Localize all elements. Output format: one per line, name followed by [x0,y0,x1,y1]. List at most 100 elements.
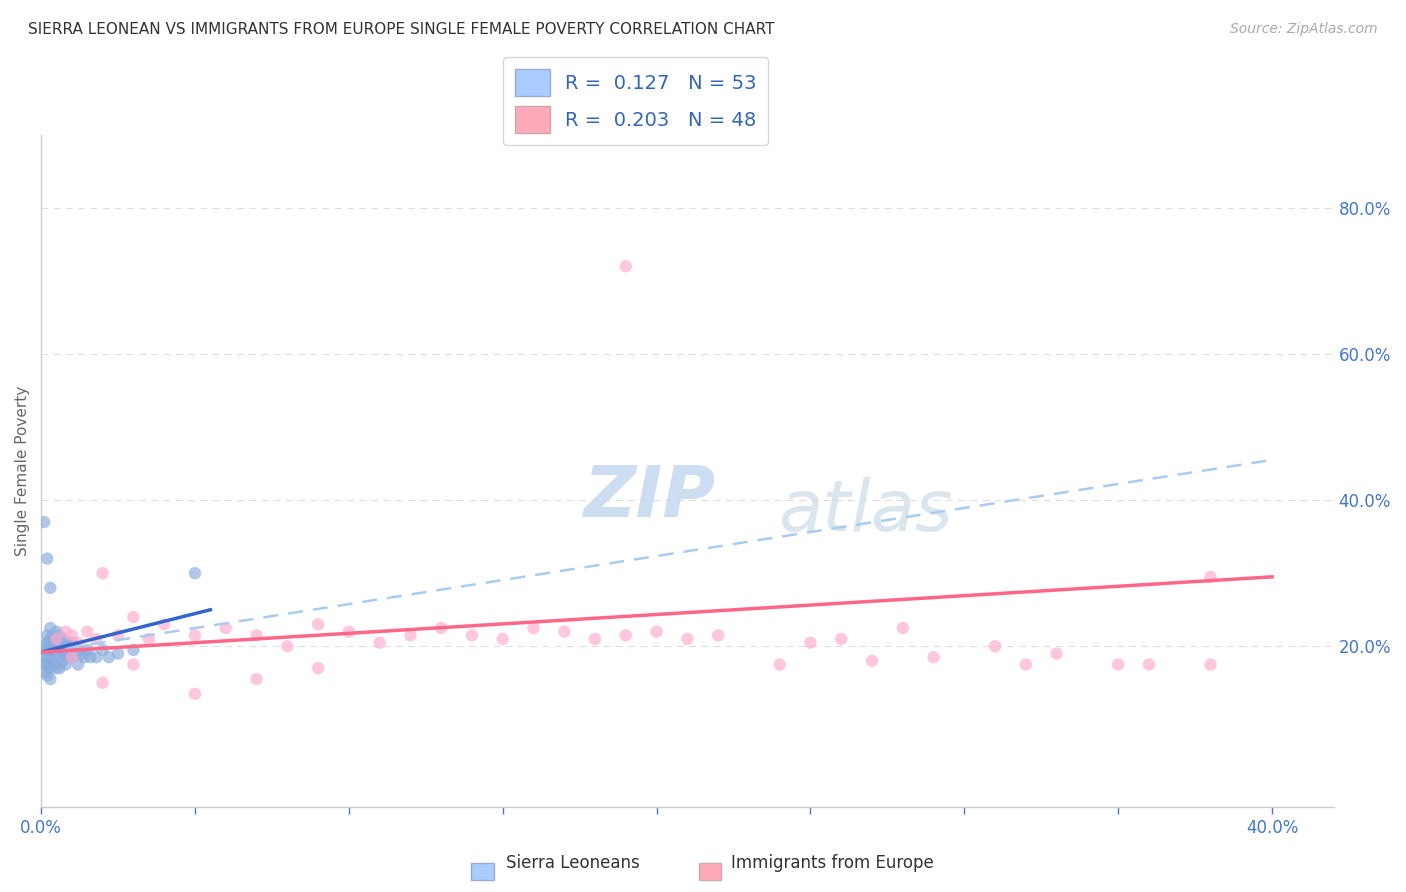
Point [73,650,96,665]
Y-axis label: Single Female Poverty: Single Female Poverty [15,385,30,556]
Point [32,650,55,665]
Point [122,610,145,624]
Point [891,621,914,635]
Point [984,640,1007,654]
Point [32,640,55,654]
Point [276,640,298,654]
Text: SIERRA LEONEAN VS IMMIGRANTS FROM EUROPE SINGLE FEMALE POVERTY CORRELATION CHART: SIERRA LEONEAN VS IMMIGRANTS FROM EUROPE… [28,22,775,37]
Point [91,675,114,690]
Point [399,628,422,642]
Point [55,624,77,639]
Point [184,566,207,581]
Point [86,650,108,665]
Point [60,635,83,649]
Point [307,617,329,632]
Point [79,650,101,665]
Point [52,654,75,668]
Point [76,624,98,639]
Point [45,635,67,649]
Point [39,654,62,668]
Point [645,624,668,639]
Point [52,643,75,657]
Point [707,628,730,642]
Point [55,647,77,661]
Point [37,668,59,682]
Point [184,687,207,701]
Point [1199,570,1222,584]
Point [45,624,67,639]
Point [32,515,55,529]
Point [614,259,637,273]
Point [1107,657,1129,672]
Point [107,628,129,642]
Point [922,650,945,665]
Point [1137,657,1160,672]
Text: atlas: atlas [778,476,952,546]
Point [368,635,391,649]
Point [60,628,83,642]
Point [138,632,160,646]
Point [122,657,145,672]
Point [37,650,59,665]
Point [42,657,65,672]
Point [55,635,77,649]
Point [614,628,637,642]
Point [184,628,207,642]
Point [48,661,70,675]
Point [430,621,453,635]
Point [48,650,70,665]
Point [37,628,59,642]
Point [492,632,515,646]
Text: Sierra Leoneans: Sierra Leoneans [506,855,640,872]
Point [337,624,360,639]
Point [307,661,329,675]
Point [45,661,67,675]
Point [32,665,55,679]
Text: Source: ZipAtlas.com: Source: ZipAtlas.com [1230,22,1378,37]
Point [58,650,80,665]
Point [76,643,98,657]
Point [461,628,484,642]
Point [769,657,792,672]
Point [245,628,267,642]
Point [60,650,83,665]
Point [153,617,176,632]
Point [522,621,544,635]
Point [39,621,62,635]
Point [67,657,90,672]
Point [830,632,852,646]
Point [215,621,238,635]
Point [32,657,55,672]
Point [42,632,65,646]
Point [39,643,62,657]
Point [58,640,80,654]
Point [86,632,108,646]
Point [67,643,90,657]
Point [48,628,70,642]
Point [799,635,821,649]
Point [676,632,699,646]
Point [91,643,114,657]
Point [70,647,93,661]
Point [55,657,77,672]
Point [97,650,120,665]
Point [39,672,62,686]
Point [37,643,59,657]
Point [52,632,75,646]
Point [1046,647,1069,661]
Point [245,672,267,686]
Point [39,632,62,646]
Text: Immigrants from Europe: Immigrants from Europe [731,855,934,872]
Point [1015,657,1038,672]
Point [45,632,67,646]
Point [42,643,65,657]
Point [553,624,575,639]
Point [122,643,145,657]
Point [860,654,883,668]
Point [48,640,70,654]
Point [583,632,606,646]
Point [45,647,67,661]
Point [67,635,90,649]
Point [37,657,59,672]
Point [37,635,59,649]
